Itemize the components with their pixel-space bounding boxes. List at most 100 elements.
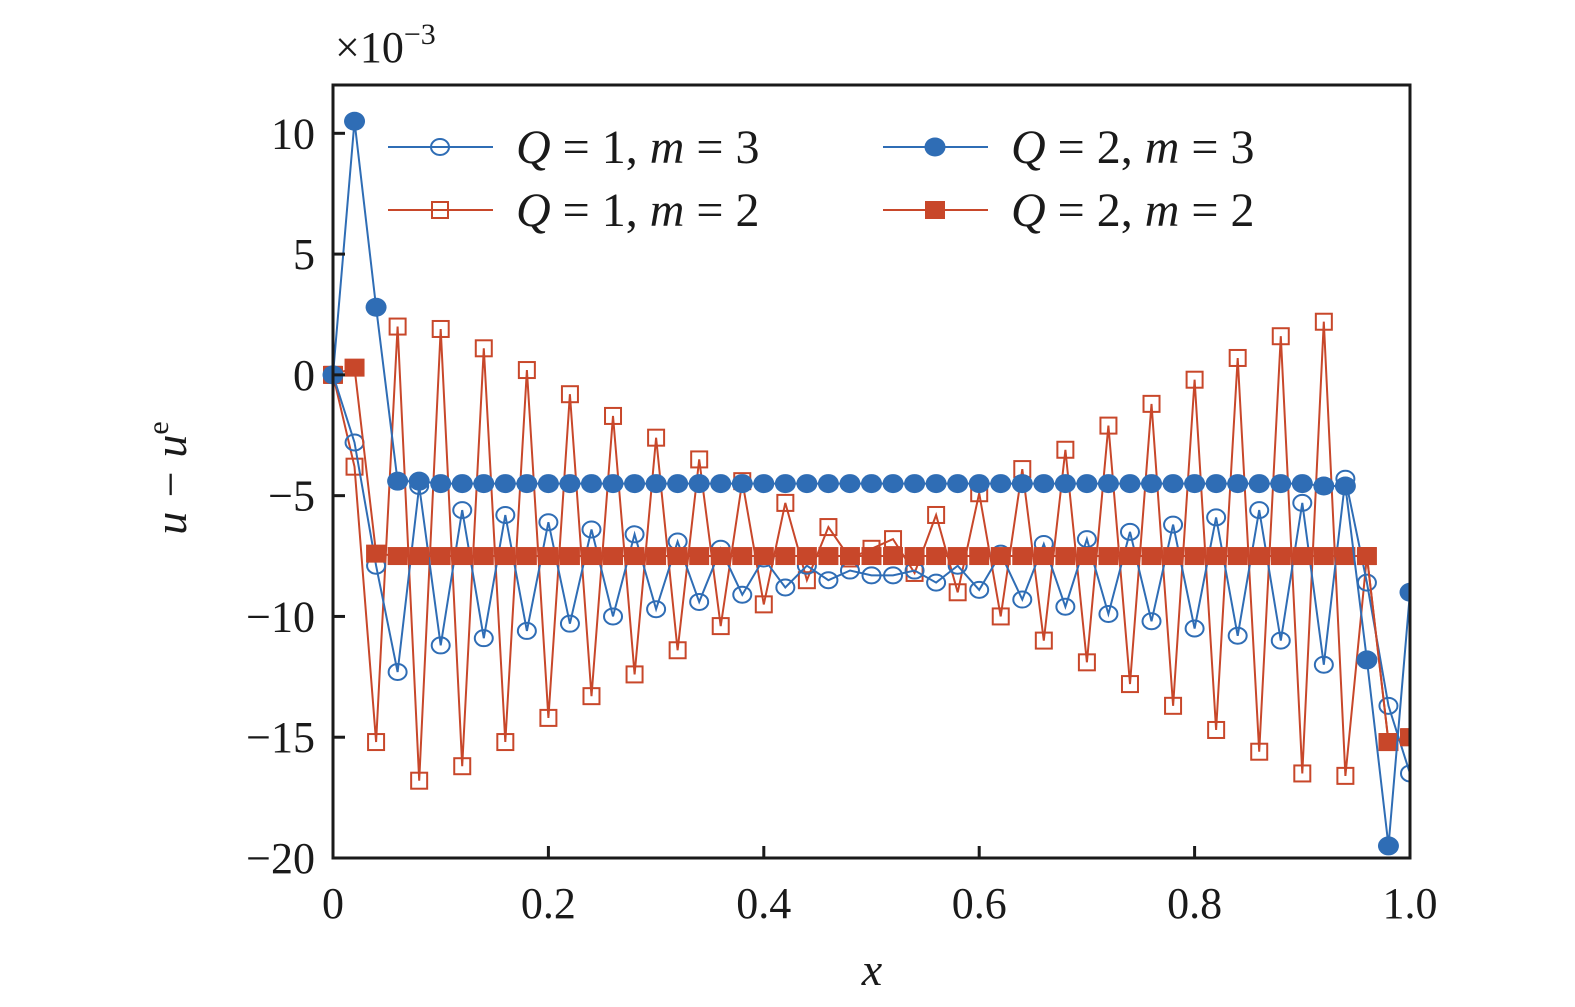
data-point: [861, 474, 882, 494]
data-point: [495, 505, 516, 524]
data-point: [1076, 474, 1098, 494]
plot-frame: [331, 83, 1412, 860]
data-point: [1055, 597, 1076, 616]
data-point: [1270, 547, 1291, 566]
data-point: [732, 547, 753, 566]
data-point: [775, 547, 796, 566]
data-point: [473, 474, 495, 494]
data-point: [1098, 605, 1119, 624]
x-tick-label: 0.8: [1167, 879, 1222, 928]
data-point: [1033, 474, 1055, 494]
data-point: [710, 547, 731, 566]
data-point: [990, 474, 1012, 494]
data-point: [797, 571, 816, 590]
x-tick-label: 0.4: [736, 879, 791, 928]
data-point: [344, 358, 365, 377]
data-point: [1227, 474, 1249, 494]
data-point: [646, 547, 667, 566]
data-point: [1184, 619, 1205, 638]
data-point: [409, 547, 430, 566]
data-point: [1119, 522, 1140, 541]
legend-marker: [924, 137, 946, 157]
data-point: [1119, 474, 1141, 494]
data-point: [1055, 547, 1076, 566]
data-point: [387, 547, 408, 566]
data-point: [1205, 474, 1227, 494]
data-point: [796, 474, 818, 494]
data-point: [624, 525, 645, 544]
data-point: [1313, 476, 1335, 496]
data-point: [1056, 440, 1075, 459]
data-point: [1012, 590, 1033, 609]
data-point: [625, 665, 644, 684]
y-multiplier-exponent: −3: [404, 18, 436, 51]
data-point: [818, 547, 839, 566]
data-point: [452, 501, 473, 520]
data-point: [1163, 515, 1184, 534]
series-filled-circle: [322, 111, 1410, 856]
data-point: [1313, 655, 1334, 674]
data-point: [1077, 653, 1096, 672]
data-point: [452, 547, 473, 566]
data-point: [1164, 696, 1183, 715]
data-point: [1206, 508, 1227, 527]
data-point: [926, 573, 947, 592]
x-tick-label: 0.2: [521, 879, 576, 928]
data-point: [689, 547, 710, 566]
y-tick-label: −20: [246, 834, 315, 883]
data-point: [538, 547, 559, 566]
legend-marker: [431, 201, 449, 219]
data-point: [969, 547, 990, 566]
data-point: [603, 547, 624, 566]
legend-label: Q = 2, m = 3: [1011, 121, 1255, 174]
data-point: [1314, 312, 1333, 331]
data-point: [839, 474, 861, 494]
data-point: [1400, 728, 1410, 747]
series-line: [332, 374, 1410, 774]
data-point: [1378, 733, 1399, 752]
data-point: [451, 474, 473, 494]
data-point: [904, 547, 925, 566]
data-point: [367, 733, 386, 752]
data-point: [604, 406, 623, 425]
data-point: [1141, 612, 1162, 631]
data-point: [754, 595, 773, 614]
data-point: [948, 583, 967, 602]
data-point: [1119, 547, 1140, 566]
y-tick-label: −5: [268, 472, 315, 521]
y-multiplier-prefix: ×10: [335, 23, 404, 72]
data-point: [408, 471, 430, 491]
data-point: [1250, 742, 1269, 761]
legend-marker: [430, 138, 450, 156]
data-point: [1249, 547, 1270, 566]
data-point: [516, 547, 537, 566]
data-point: [1206, 547, 1227, 566]
data-point: [645, 474, 667, 494]
plot-marks: [322, 111, 1410, 856]
data-point: [753, 474, 775, 494]
legend-label: Q = 2, m = 2: [1011, 184, 1255, 237]
data-point: [1227, 626, 1248, 645]
data-point: [711, 617, 730, 636]
data-point: [1033, 547, 1054, 566]
legend: Q = 1, m = 3 Q = 2, m = 3 Q = 1, m = 2 Q = …: [388, 121, 1255, 237]
data-point: [581, 547, 602, 566]
y-tick-label: 5: [293, 230, 315, 279]
legend-entry: Q = 2, m = 2: [883, 184, 1255, 237]
data-point: [861, 547, 882, 566]
legend-label: Q = 1, m = 3: [516, 121, 760, 174]
data-point: [1291, 474, 1313, 494]
data-point: [947, 474, 969, 494]
data-point: [1356, 547, 1377, 566]
data-point: [1270, 474, 1292, 494]
data-point: [559, 614, 580, 633]
data-point: [861, 566, 882, 585]
data-point: [690, 450, 709, 469]
legend-entry: Q = 1, m = 2: [388, 184, 760, 237]
data-point: [387, 471, 409, 491]
data-point: [1249, 501, 1270, 520]
data-point: [753, 547, 774, 566]
data-point: [925, 474, 947, 494]
x-axis-label: x: [861, 944, 883, 995]
